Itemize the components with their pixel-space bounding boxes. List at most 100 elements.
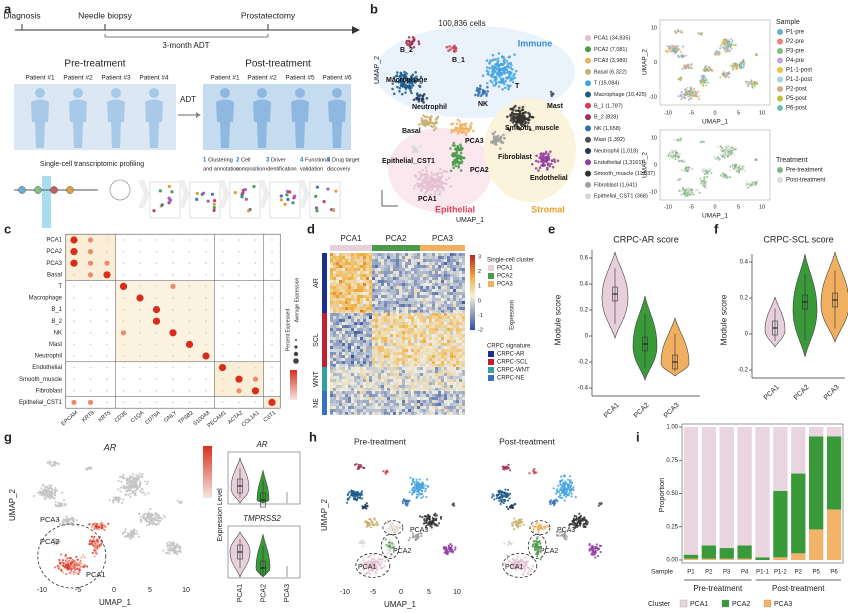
heat-cell <box>387 337 390 340</box>
heat-cell <box>456 334 459 337</box>
heat-cell <box>456 388 459 391</box>
cell-dot <box>413 78 416 81</box>
heat-cell <box>360 373 363 376</box>
heat-cell <box>339 280 342 283</box>
heat-cell <box>456 277 459 280</box>
heat-cell <box>339 274 342 277</box>
heat-cell <box>420 262 423 265</box>
heat-cell <box>417 337 420 340</box>
heat-cell <box>462 400 465 403</box>
cell-dot <box>413 174 417 177</box>
cell-dot <box>445 45 449 49</box>
heat-cell <box>420 364 423 367</box>
heat-cell <box>390 328 393 331</box>
cell-dot <box>707 81 710 84</box>
heat-cell <box>369 307 372 310</box>
heat-cell <box>447 358 450 361</box>
heat-cell <box>384 343 387 346</box>
cell-dot <box>459 151 463 155</box>
heat-cell <box>393 340 396 343</box>
heat-cell <box>351 277 354 280</box>
heat-cell <box>369 391 372 394</box>
heat-cell <box>390 298 393 301</box>
cell-dot <box>717 52 720 55</box>
heat-cell <box>357 280 360 283</box>
heat-cell <box>402 277 405 280</box>
heat-cell <box>387 286 390 289</box>
heat-cell <box>369 406 372 409</box>
heat-cell <box>420 295 423 298</box>
dot <box>188 378 191 381</box>
dot <box>155 239 158 241</box>
cell-dot <box>754 158 757 161</box>
heat-cell <box>363 313 366 316</box>
heat-cell <box>384 310 387 313</box>
heat-cell <box>342 328 345 331</box>
heat-cell <box>408 253 411 256</box>
heat-cell <box>396 334 399 337</box>
icon <box>149 181 181 219</box>
heat-cell <box>396 277 399 280</box>
heat-cell <box>399 289 402 292</box>
heat-cell <box>450 379 453 382</box>
cell-dot <box>498 75 501 78</box>
heat-cell <box>360 319 363 322</box>
heat-cell <box>462 406 465 409</box>
heat-cell <box>435 280 438 283</box>
heat-cell <box>336 370 339 373</box>
label: Mast <box>547 103 564 110</box>
cell-dot <box>452 166 455 170</box>
heat-cell <box>447 403 450 406</box>
heat-cell <box>348 307 351 310</box>
heat-cell <box>441 373 444 376</box>
heat-cell <box>360 352 363 355</box>
heat-cell <box>375 343 378 346</box>
heat-cell <box>402 352 405 355</box>
heat-cell <box>369 397 372 400</box>
heat-cell <box>369 358 372 361</box>
heat-cell <box>366 397 369 400</box>
heat-cell <box>420 265 423 268</box>
heat-cell <box>357 325 360 328</box>
heat-cell <box>411 385 414 388</box>
heat-cell <box>411 295 414 298</box>
heat-cell <box>342 373 345 376</box>
heat-cell <box>342 358 345 361</box>
heat-cell <box>381 325 384 328</box>
cell-dot <box>433 179 436 183</box>
heat-cell <box>420 319 423 322</box>
cell-dot <box>503 71 507 74</box>
cell-dot <box>705 78 708 81</box>
heat-cell <box>333 316 336 319</box>
heat-cell <box>453 274 456 277</box>
heat-cell <box>417 409 420 412</box>
heat-cell <box>429 277 432 280</box>
heat-cell <box>372 349 375 352</box>
cell-dot <box>722 38 725 41</box>
heat-cell <box>342 289 345 292</box>
cell-dot <box>404 85 408 89</box>
heat-cell <box>414 403 417 406</box>
heat-cell <box>444 391 447 394</box>
cell-dot <box>503 136 506 140</box>
heat-cell <box>462 274 465 277</box>
heat-cell <box>354 340 357 343</box>
heat-cell <box>363 391 366 394</box>
panel-letter: b <box>370 1 378 16</box>
heat-cell <box>363 280 366 283</box>
heat-cell <box>384 322 387 325</box>
dot <box>89 308 92 311</box>
heat-cell <box>345 346 348 349</box>
cell-dot <box>724 51 727 54</box>
heat-cell <box>405 292 408 295</box>
heat-cell <box>426 256 429 259</box>
heat-cell <box>417 346 420 349</box>
heat-cell <box>354 274 357 277</box>
heat-cell <box>363 283 366 286</box>
dot <box>205 239 207 241</box>
heat-cell <box>375 298 378 301</box>
heat-cell <box>408 385 411 388</box>
cell-dot <box>731 66 734 69</box>
heat-cell <box>375 358 378 361</box>
heat-cell <box>375 334 378 337</box>
